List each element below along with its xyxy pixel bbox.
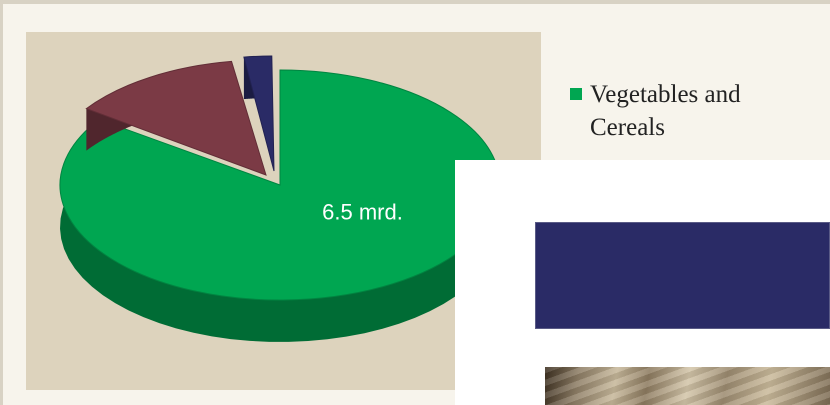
legend-swatch-green	[570, 88, 582, 100]
pie-slice-1	[59, 69, 501, 301]
pie-slice-3	[243, 55, 275, 172]
legend-label-line1: Vegetables and	[590, 81, 741, 108]
overlapping-slide-photo	[545, 367, 830, 405]
slice-data-label: 6.5 mrd.	[322, 199, 403, 224]
chart-legend: Vegetables and Cereals	[570, 78, 830, 144]
overlapping-slide-title: Du l	[652, 197, 694, 222]
pie-slice-2	[85, 60, 267, 176]
overlapping-slide-banner	[535, 222, 830, 329]
legend-item-vegetables-and-cereals: Vegetables and	[570, 78, 830, 111]
overlapping-slide-card: Du l	[455, 160, 830, 405]
legend-label-line2: Cereals	[590, 114, 665, 141]
